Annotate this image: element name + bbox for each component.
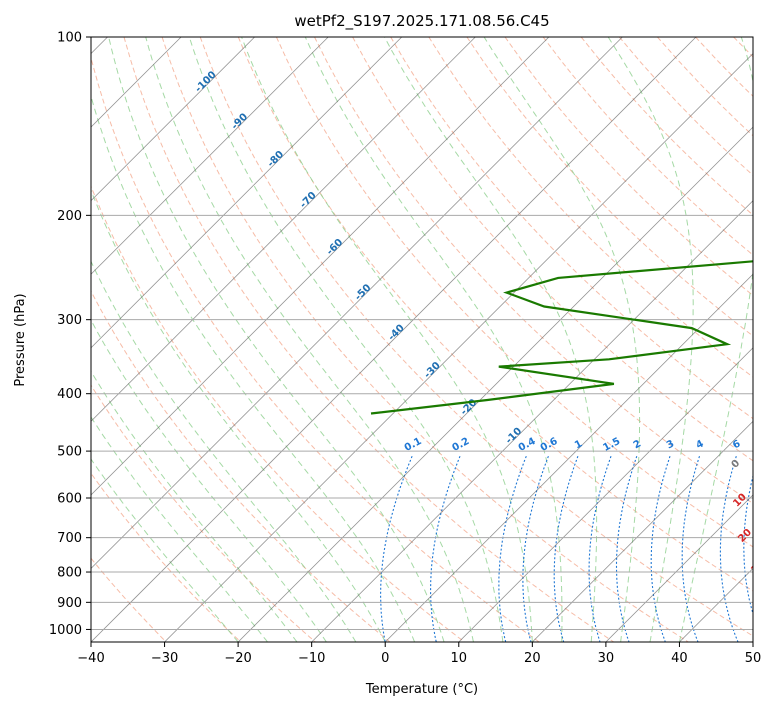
y-tick-label: 400 [57, 387, 82, 402]
x-tick-label: 0 [381, 651, 389, 666]
isotherm-line [605, 494, 753, 642]
dry-adiabat [275, 37, 753, 548]
y-tick-label: 300 [57, 313, 82, 328]
mixing-ratio-label: 4 [694, 438, 705, 451]
x-axis-label: Temperature (°C) [365, 682, 478, 697]
dry-adiabat [504, 37, 753, 296]
dry-adiabat [428, 37, 753, 378]
moist-adiabat [607, 37, 694, 642]
moist-adiabat [91, 458, 239, 642]
isotherm-line [91, 37, 329, 275]
x-tick-label: −30 [151, 651, 178, 666]
y-tick-label: 500 [57, 445, 82, 460]
isotherm-line [311, 200, 753, 642]
isotherm-line [532, 420, 753, 642]
moist-adiabat [241, 37, 533, 642]
dry-adiabats [91, 37, 753, 642]
mixing-ratio-label: 1 [573, 438, 584, 451]
isotherm-line [384, 273, 753, 642]
isobars [91, 37, 753, 630]
chart-title: wetPf2_S197.2025.171.08.56.C45 [294, 12, 549, 31]
isotherm-line [91, 37, 697, 642]
mixing-ratio-line [650, 456, 671, 642]
dry-adiabat [91, 472, 242, 642]
dry-adiabat [91, 384, 316, 642]
y-tick-label: 900 [57, 596, 82, 611]
moist-adiabat [91, 416, 268, 642]
moist-adiabat [145, 37, 474, 642]
moist-adiabat [108, 37, 445, 642]
x-tick-label: 50 [745, 651, 762, 666]
dry-adiabat [91, 55, 540, 642]
isotherm-line [91, 37, 476, 422]
dry-adiabat [161, 37, 689, 642]
dry-adiabat [466, 37, 753, 337]
isotherm-line [91, 37, 550, 496]
x-axis-ticks: −40 −30 −20 −10 0 10 20 30 40 50 [77, 642, 761, 666]
plot-frame [90, 36, 754, 643]
mixing-ratio-line [719, 456, 739, 642]
mixing-ratio-label: 6 [731, 438, 742, 451]
x-tick-label: −40 [77, 651, 104, 666]
moist-adiabat [188, 37, 504, 642]
x-tick-label: 10 [451, 651, 468, 666]
moist-adiabat [483, 37, 641, 642]
y-tick-label: 100 [57, 31, 82, 46]
moist-adiabat-label: 30 [749, 558, 767, 576]
moist-adiabat [304, 37, 563, 642]
isotherm-line [237, 126, 753, 642]
moist-adiabat [91, 188, 386, 642]
mixing-ratio-label: 3 [665, 438, 676, 451]
x-tick-label: 30 [598, 651, 615, 666]
dry-adiabat [314, 37, 753, 505]
isotherm-line [91, 37, 623, 570]
moist-adiabat [91, 319, 327, 642]
isotherm-line [91, 37, 403, 349]
y-tick-label: 700 [57, 531, 82, 546]
y-tick-label: 800 [57, 566, 82, 581]
x-tick-label: 40 [671, 651, 688, 666]
moist-adiabats [91, 37, 753, 642]
profile-line [370, 260, 753, 415]
x-tick-label: −10 [298, 651, 325, 666]
y-axis-label: Pressure (hPa) [13, 293, 28, 386]
mixing-ratio-line [553, 456, 579, 642]
mixing-ratio-line [681, 456, 701, 642]
isotherm-line [458, 347, 753, 642]
mixing-ratio-label: 2 [632, 438, 643, 451]
mixing-ratio-line [615, 456, 638, 642]
dry-adiabat [390, 37, 753, 420]
dry-adiabat [352, 37, 753, 462]
background-lines: -100-90-80-70-60-50-40-30-20-100.1 0.2 0.4… [91, 37, 767, 642]
x-tick-label: 20 [524, 651, 541, 666]
dry-adiabat [91, 290, 391, 642]
x-tick-label: −20 [224, 651, 251, 666]
isotherm-line [164, 52, 753, 642]
moist-adiabat [678, 37, 753, 642]
dry-adiabat [91, 185, 465, 642]
y-tick-label: 1000 [49, 623, 82, 638]
y-tick-label: 200 [57, 209, 82, 224]
mixing-ratio-line [588, 456, 612, 642]
dry-adiabat [123, 37, 614, 642]
isotherm-line [91, 37, 255, 202]
y-tick-label: 600 [57, 492, 82, 507]
moist-adiabat [91, 260, 357, 642]
isotherms [91, 37, 753, 642]
moist-adiabat [384, 37, 598, 642]
dry-adiabat [237, 37, 753, 592]
moist-adiabat [91, 370, 298, 642]
y-axis-ticks: 100 200 300 400 500 600 700 800 900 1000 [49, 31, 91, 638]
